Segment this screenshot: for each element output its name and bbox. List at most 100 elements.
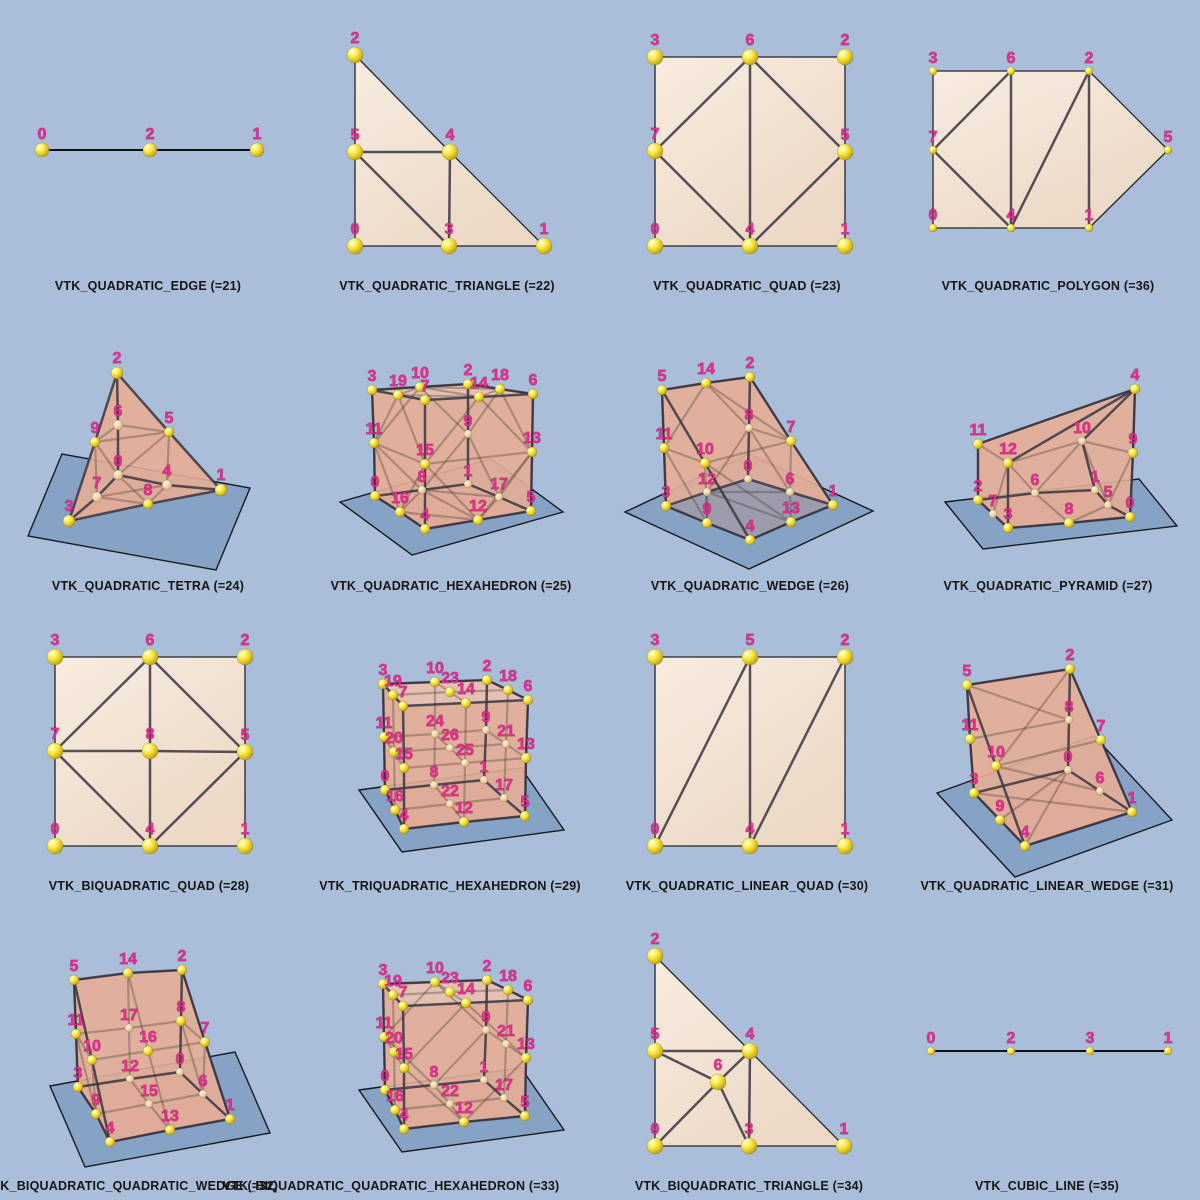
cell-edge: [381, 982, 386, 1039]
node-sphere: [144, 1099, 154, 1109]
node-label: 21: [497, 723, 515, 740]
panel-caption: VTK_QUADRATIC_HEXAHEDRON (=25): [331, 579, 572, 593]
cell-edge: [747, 1049, 752, 1148]
node-label: 14: [470, 375, 488, 392]
node-sphere: [72, 1081, 84, 1093]
panel-caption: VTK_QUADRATIC_TETRA (=24): [52, 579, 244, 593]
node-sphere: [481, 1025, 491, 1035]
node-label: 19: [389, 373, 407, 390]
node-label: 3: [970, 771, 979, 788]
panel-vtk-triquadratic-hexahedron: 0 1 2 3 4 5 6 7 8 9 10 11 12 13 14 15 16 17 18 19 20 21 22 23 24…: [300, 600, 600, 900]
node-sphere: [161, 479, 173, 491]
cell-edge: [1099, 738, 1134, 814]
cell-edge: [529, 450, 534, 513]
node-sphere: [378, 731, 390, 743]
node-label: 10: [1073, 420, 1091, 437]
node-label: 2: [483, 958, 492, 975]
node-label: 14: [457, 681, 475, 698]
node-sphere: [1084, 223, 1094, 233]
node-sphere: [519, 1110, 531, 1122]
panel-vtk-quadratic-polygon: 0 1 2 3 4 5 6 7 VTK_QUADRATIC_POLYGON (=36): [900, 0, 1200, 300]
node-sphere: [836, 648, 854, 666]
node-sphere: [70, 1028, 82, 1040]
node-sphere: [460, 997, 472, 1009]
node-sphere: [141, 742, 159, 760]
node-sphere: [398, 1062, 410, 1074]
node-label: 16: [139, 1029, 157, 1046]
node-sphere: [1124, 511, 1136, 523]
node-label: 1: [241, 821, 250, 838]
cell-edge: [524, 998, 530, 1060]
cell-edge: [662, 446, 709, 525]
cell-edge: [420, 488, 480, 522]
node-sphere: [928, 145, 938, 155]
cell-edge: [398, 462, 427, 514]
cell-edge: [965, 683, 1071, 722]
panel-vtk-cubic-line: 0 2 3 1 VTK_CUBIC_LINE (=35): [900, 900, 1200, 1200]
node-label: 4: [1007, 207, 1016, 224]
cell-edge: [72, 978, 94, 1062]
cell-edge: [705, 477, 750, 494]
cell-edge: [1080, 439, 1135, 455]
node-sphere: [473, 391, 485, 403]
cell-edge: [420, 432, 470, 492]
node-label: 3: [651, 632, 660, 649]
node-sphere: [1002, 457, 1014, 469]
vtk-quadratic-tetra-figure: 0 1 2 3 4 5 6 7 8 9 VTK_QUADRATIC_TETRA (=24): [27, 350, 251, 593]
cell-edge: [353, 150, 451, 248]
node-sphere: [368, 437, 380, 449]
cell-edge: [1009, 69, 1091, 230]
node-label: 0: [381, 768, 390, 785]
cell-edge: [448, 1096, 506, 1106]
node-sphere: [701, 517, 713, 529]
node-sphere: [389, 1104, 401, 1116]
cell-edge: [128, 1070, 182, 1081]
node-sphere: [741, 237, 759, 255]
cell-edge: [466, 382, 502, 391]
cell-edge: [370, 385, 422, 392]
node-label: 2: [1085, 50, 1094, 67]
node-sphere: [472, 514, 484, 526]
node-label: 18: [491, 367, 509, 384]
node-label: 7: [201, 1020, 210, 1037]
node-label: 9: [703, 501, 712, 518]
cell-edge: [391, 693, 396, 754]
node-label: 5: [841, 127, 850, 144]
node-label: 6: [524, 678, 533, 695]
node-sphere: [458, 1116, 470, 1128]
node-sphere: [440, 237, 458, 255]
node-label: 5: [70, 958, 79, 975]
node-sphere: [968, 787, 980, 799]
node-sphere: [377, 678, 389, 690]
cell-edge: [504, 988, 510, 1046]
node-sphere: [163, 426, 175, 438]
node-label: 14: [457, 981, 475, 998]
cell-edge: [396, 393, 427, 466]
node-sphere: [646, 142, 664, 160]
node-sphere: [463, 479, 473, 489]
node-label: 12: [455, 1100, 473, 1117]
cell-edge: [748, 375, 793, 443]
node-label: 3: [379, 962, 388, 979]
node-label: 22: [441, 1083, 459, 1100]
cell-edge: [482, 778, 506, 800]
node-label: 5: [658, 368, 667, 385]
node-sphere: [46, 837, 64, 855]
node-label: 10: [411, 365, 429, 382]
cell-edge: [653, 149, 752, 248]
node-sphere: [535, 237, 553, 255]
node-label: 7: [929, 129, 938, 146]
cell-edge: [482, 1028, 488, 1082]
cell-edge: [67, 495, 99, 523]
cell-edge: [994, 764, 1102, 793]
vtk-quadratic-linear-quad-figure: 0 1 2 3 4 5 VTK_QUADRATIC_LINEAR_QUAD (=30): [626, 632, 868, 893]
node-label: 10: [426, 960, 444, 977]
cell-edge: [504, 688, 510, 746]
cell-edge: [165, 430, 171, 487]
node-label: 5: [521, 1094, 530, 1111]
node-label: 0: [38, 126, 47, 143]
node-label: 0: [1064, 749, 1073, 766]
node-sphere: [1063, 517, 1075, 529]
panel-vtk-biquadratic-triangle: 0 1 2 3 4 5 6 VTK_BIQUADRATIC_TRIANGLE (=34): [600, 900, 900, 1200]
